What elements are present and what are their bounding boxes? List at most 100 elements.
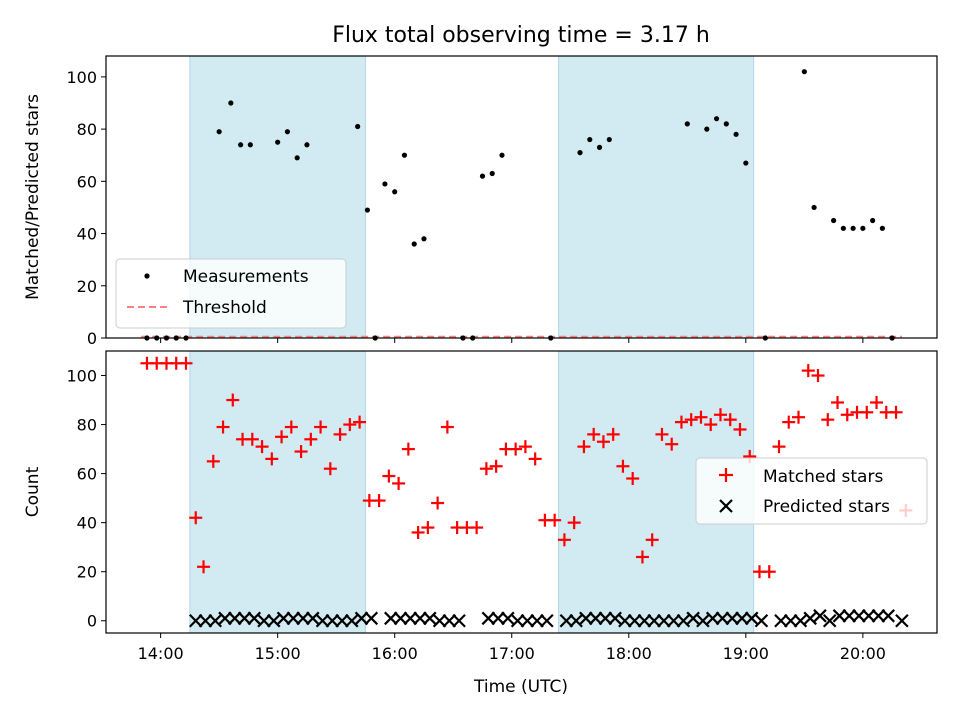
predicted-star-stroke-b-20 <box>393 611 408 626</box>
predicted-star-marker-30 <box>510 613 525 628</box>
top-legend: Measurements Threshold <box>115 258 347 329</box>
predicted-star-marker-1 <box>198 613 213 628</box>
predicted-star-marker-55 <box>774 613 788 628</box>
bottom-y-tick-label-80: 80 <box>77 416 97 435</box>
predicted-star-stroke-b-41 <box>627 613 642 628</box>
predicted-star-stroke-b-4 <box>227 611 242 626</box>
predicted-star-marker-49 <box>705 611 720 626</box>
measurement-point-45 <box>879 225 885 231</box>
predicted-star-marker-25 <box>442 613 457 628</box>
x-axis-label: Time (UTC) <box>473 677 568 697</box>
matched-star-marker-39 <box>518 440 532 454</box>
matched-star-marker-15 <box>284 420 298 434</box>
predicted-star-stroke-b-32 <box>530 613 544 628</box>
matched-star-marker-12 <box>255 440 269 454</box>
predicted-star-stroke-b-5 <box>237 611 252 626</box>
predicted-star-marker-29 <box>501 611 515 626</box>
matched-star-marker-40 <box>528 452 542 466</box>
matched-star-marker-57 <box>694 410 708 424</box>
matched-star-marker-65 <box>772 440 786 454</box>
matched-star-marker-19 <box>323 462 337 476</box>
predicted-star-marker-21 <box>403 611 418 626</box>
measurement-point-44 <box>870 217 876 224</box>
matched-star-marker-34 <box>470 521 484 535</box>
predicted-star-marker-64 <box>861 609 876 623</box>
matched-star-marker-68 <box>801 364 815 378</box>
predicted-star-marker-14 <box>325 613 340 628</box>
predicted-star-marker-38 <box>598 611 613 626</box>
matched-star-marker-30 <box>431 496 445 510</box>
measurement-point-6 <box>228 100 234 106</box>
predicted-star-stroke-b-36 <box>579 611 593 626</box>
predicted-star-marker-11 <box>296 611 310 626</box>
predicted-star-marker-22 <box>413 611 427 626</box>
matched-star-marker-4 <box>179 356 193 370</box>
predicted-star-marker-66 <box>881 609 896 623</box>
matched-star-marker-38 <box>509 442 523 456</box>
bottom-y-tick-label-40: 40 <box>77 514 97 533</box>
measurement-point-13 <box>355 123 361 130</box>
legend-threshold-label: Threshold <box>182 298 267 318</box>
predicted-star-stroke-b-7 <box>257 613 271 628</box>
measurement-point-43 <box>860 225 866 231</box>
matched-star-marker-69 <box>811 369 825 383</box>
predicted-star-marker-63 <box>852 609 866 623</box>
predicted-star-stroke-b-39 <box>608 611 622 626</box>
measurement-point-41 <box>840 225 846 231</box>
predicted-star-stroke-b-58 <box>803 611 817 626</box>
measurement-point-30 <box>606 136 612 143</box>
predicted-star-stroke-b-34 <box>559 613 574 628</box>
top-y-tick-label-0: 0 <box>87 329 97 348</box>
matched-star-marker-70 <box>821 413 835 427</box>
predicted-star-marker-3 <box>218 611 232 626</box>
predicted-star-stroke-b-55 <box>774 613 788 628</box>
predicted-star-marker-44 <box>657 613 671 628</box>
measurement-point-12 <box>304 142 310 148</box>
bottom-x-axis: 14:00 15:00 16:00 17:00 18:00 19:00 20:00 <box>138 633 886 663</box>
predicted-star-stroke-b-48 <box>696 613 710 628</box>
predicted-star-marker-61 <box>832 609 847 623</box>
predicted-star-stroke-b-63 <box>852 609 866 623</box>
predicted-star-marker-46 <box>676 613 691 628</box>
bottom-panel: 0 20 40 60 80 100 14:00 15:00 16:00 17:00 18:00 19… <box>23 350 938 697</box>
predicted-star-stroke-b-14 <box>325 613 340 628</box>
matched-star-marker-54 <box>665 437 679 451</box>
predicted-star-stroke-b-0 <box>188 613 203 628</box>
bottom-x-tick-label-18:00: 18:00 <box>606 644 652 663</box>
predicted-star-stroke-b-45 <box>666 613 681 628</box>
predicted-star-stroke-b-12 <box>305 611 320 626</box>
measurement-point-14 <box>364 207 370 213</box>
predicted-star-stroke-b-10 <box>286 611 301 626</box>
predicted-star-marker-20 <box>393 611 408 626</box>
matched-star-marker-61 <box>733 422 747 436</box>
matched-star-marker-72 <box>840 408 854 422</box>
predicted-star-marker-5 <box>237 611 252 626</box>
predicted-star-stroke-b-49 <box>705 611 720 626</box>
bottom-shaded-regions <box>189 350 755 634</box>
measurement-point-9 <box>275 139 281 145</box>
predicted-star-stroke-b-46 <box>676 613 691 628</box>
predicted-star-stroke-b-60 <box>822 613 837 628</box>
predicted-star-marker-36 <box>579 611 593 626</box>
matched-star-marker-24 <box>372 494 386 508</box>
matched-star-marker-13 <box>265 452 279 466</box>
legend-measurements-label: Measurements <box>183 267 309 287</box>
predicted-star-marker-67 <box>895 613 909 628</box>
matched-star-marker-49 <box>616 459 630 473</box>
predicted-star-marker-19 <box>384 611 398 626</box>
matched-star-marker-58 <box>704 418 718 432</box>
predicted-star-marker-47 <box>686 611 700 626</box>
predicted-star-stroke-b-43 <box>647 613 661 628</box>
matched-star-marker-71 <box>831 395 845 409</box>
predicted-star-stroke-b-6 <box>247 611 262 626</box>
predicted-star-marker-2 <box>208 613 223 628</box>
predicted-star-marker-60 <box>822 613 837 628</box>
predicted-star-marker-37 <box>588 611 603 626</box>
measurement-point-11 <box>294 155 300 161</box>
predicted-star-stroke-b-52 <box>735 611 749 626</box>
predicted-star-stroke-b-31 <box>520 613 535 628</box>
bottom-x-tick-label-20:00: 20:00 <box>840 644 886 663</box>
predicted-star-marker-57 <box>793 613 808 628</box>
measurement-point-39 <box>811 204 817 211</box>
top-measurement-points <box>144 69 895 341</box>
